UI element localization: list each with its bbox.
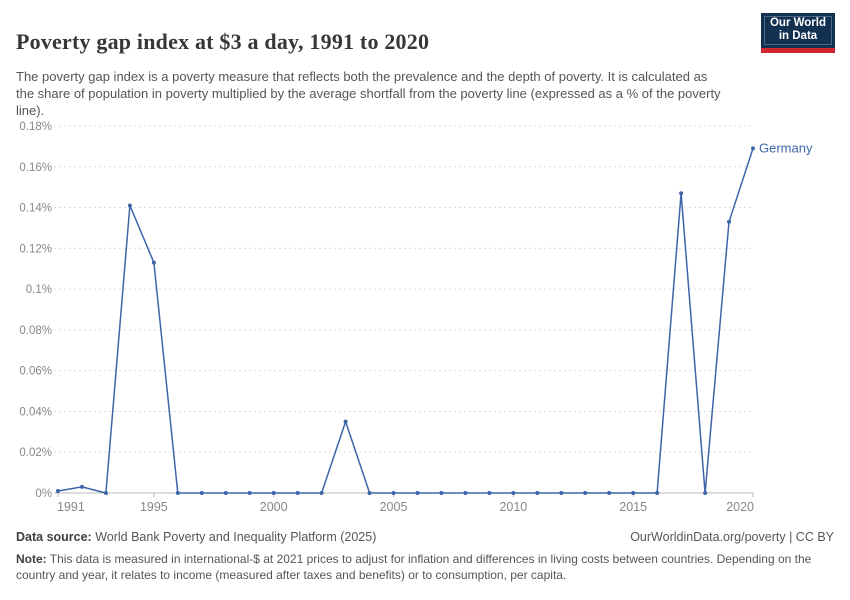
license-link[interactable]: OurWorldinData.org/poverty | CC BY (630, 530, 834, 544)
chart-svg[interactable]: 0% 0.02% 0.04% 0.06% 0.08% 0.1% 0.12% 0.14% 0.16… (0, 113, 850, 521)
y-axis-tick-label: 0.18% (19, 121, 52, 133)
data-point[interactable] (295, 491, 300, 495)
data-point[interactable] (703, 491, 708, 495)
data-point[interactable] (247, 491, 252, 495)
y-axis-tick-label: 0.16% (19, 162, 52, 174)
data-point[interactable] (271, 491, 276, 495)
owid-logo-line2: in Data (778, 30, 818, 42)
data-point[interactable] (559, 491, 564, 495)
owid-logo-line1: Our World (769, 17, 826, 29)
y-axis-tick-label: 0.12% (19, 243, 52, 255)
data-point[interactable] (56, 489, 60, 493)
data-point[interactable] (127, 203, 132, 208)
data-point[interactable] (175, 491, 180, 495)
x-axis-tick-label: 2005 (380, 500, 408, 514)
data-point[interactable] (199, 491, 204, 495)
series-entity-label[interactable]: Germany (759, 140, 813, 155)
data-point[interactable] (583, 491, 588, 495)
data-point[interactable] (223, 491, 228, 495)
line-chart-canvas[interactable]: 0% 0.02% 0.04% 0.06% 0.08% 0.1% 0.12% 0.14% 0.16… (0, 113, 850, 521)
data-point[interactable] (415, 491, 420, 495)
y-axis-tick-label: 0.04% (19, 406, 52, 418)
data-source-label: Data source: (16, 530, 92, 544)
chart-footer: Data source: World Bank Poverty and Ineq… (16, 530, 834, 583)
note-label: Note: (16, 552, 47, 566)
page-title: Poverty gap index at $3 a day, 1991 to 2… (16, 28, 430, 54)
data-point[interactable] (439, 491, 444, 495)
data-point[interactable] (727, 219, 731, 224)
data-point[interactable] (103, 491, 108, 495)
series-line[interactable] (57, 148, 754, 494)
data-point[interactable] (463, 491, 468, 495)
data-point[interactable] (391, 491, 396, 495)
data-point[interactable] (151, 260, 156, 265)
note-value: This data is measured in international-$… (16, 552, 812, 582)
data-source-line: Data source: World Bank Poverty and Ineq… (16, 530, 376, 544)
data-point[interactable] (751, 146, 755, 151)
x-axis-tick-label: 2000 (260, 500, 288, 514)
data-point[interactable] (367, 491, 372, 495)
x-axis-tick-label: 1995 (140, 500, 168, 514)
note-line: Note: This data is measured in internati… (16, 551, 834, 583)
x-axis-tick-label: 2020 (726, 500, 754, 514)
data-point[interactable] (607, 491, 612, 495)
data-point[interactable] (343, 419, 348, 424)
owid-logo[interactable]: Our World in Data (761, 13, 835, 53)
data-point[interactable] (80, 484, 84, 489)
x-axis-tick-label: 2015 (619, 500, 647, 514)
x-axis-tick-label: 2010 (499, 500, 527, 514)
owid-logo-red-bar (761, 48, 835, 53)
owid-logo-box: Our World in Data (761, 13, 835, 48)
y-axis-tick-label: 0.08% (19, 325, 52, 337)
y-axis-tick-label: 0.1% (26, 284, 52, 296)
data-point[interactable] (319, 491, 324, 495)
data-point[interactable] (511, 491, 516, 495)
y-axis-tick-label: 0.02% (19, 447, 52, 459)
y-axis-tick-label: 0.14% (19, 203, 52, 215)
x-axis-tick-label: 1991 (57, 500, 85, 514)
y-axis-tick-label: 0% (35, 488, 52, 500)
data-point[interactable] (631, 491, 636, 495)
data-point[interactable] (487, 491, 492, 495)
data-point[interactable] (535, 491, 540, 495)
data-source-value: World Bank Poverty and Inequality Platfo… (91, 530, 377, 544)
owid-logo-text: Our World in Data (763, 17, 833, 43)
y-axis-tick-label: 0.06% (19, 366, 52, 378)
chart-subtitle: The poverty gap index is a poverty measu… (16, 69, 721, 118)
data-point[interactable] (655, 491, 660, 495)
data-point[interactable] (679, 191, 684, 196)
